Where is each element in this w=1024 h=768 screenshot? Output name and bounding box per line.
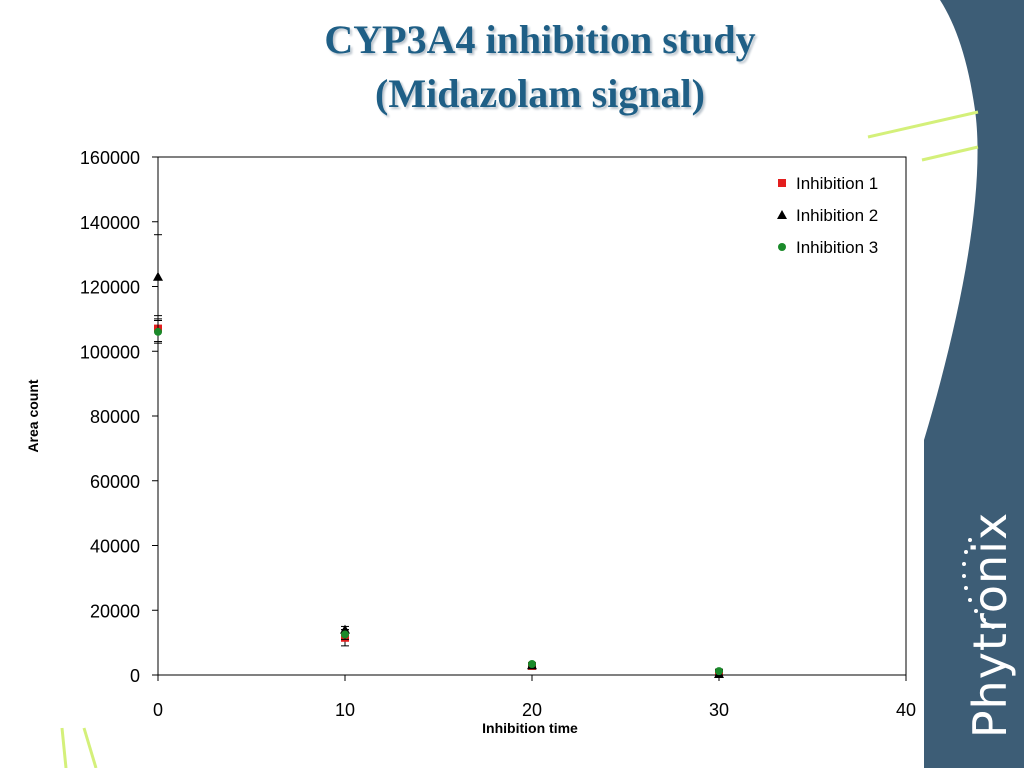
data-point (715, 667, 723, 676)
y-tick-label: 120000 (80, 278, 140, 298)
data-point (528, 659, 536, 668)
legend-marker (777, 210, 787, 219)
logo-dots (962, 538, 995, 629)
plot-area: 0 20000 40000 60000 80000 100000 120000 140000 1… (25, 148, 916, 736)
legend-label: Inhibition 1 (796, 174, 878, 193)
data-point (341, 630, 349, 639)
y-tick-label: 160000 (80, 148, 140, 168)
brand-logo-text: Phytronix (963, 511, 1017, 739)
y-tick-label: 100000 (80, 342, 140, 362)
y-tick-label: 40000 (90, 537, 140, 557)
accent-line (867, 110, 979, 139)
x-tick-label: 20 (522, 700, 542, 720)
y-tick-label: 60000 (90, 472, 140, 492)
legend-marker (778, 243, 786, 251)
x-tick-label: 10 (335, 700, 355, 720)
y-tick-label: 0 (130, 666, 140, 686)
legend-marker (778, 179, 786, 187)
x-tick-label: 30 (709, 700, 729, 720)
side-panel (924, 0, 1024, 768)
x-tick-label: 0 (153, 700, 163, 720)
legend-label: Inhibition 3 (796, 238, 878, 257)
x-axis-label: Inhibition time (482, 720, 578, 736)
accent-line (921, 145, 979, 162)
accent-line (60, 727, 68, 768)
data-point (154, 327, 162, 336)
y-axis-label: Area count (25, 379, 41, 452)
y-tick-label: 20000 (90, 601, 140, 621)
data-point (153, 271, 163, 281)
legend-label: Inhibition 2 (796, 206, 878, 225)
x-tick-label: 40 (896, 700, 916, 720)
slide-title: CYP3A4 inhibition study (324, 17, 756, 62)
slide-subtitle: (Midazolam signal) (375, 71, 705, 116)
plot-frame (157, 156, 907, 676)
y-tick-label: 80000 (90, 407, 140, 427)
accent-line (82, 727, 98, 768)
y-tick-label: 140000 (80, 213, 140, 233)
